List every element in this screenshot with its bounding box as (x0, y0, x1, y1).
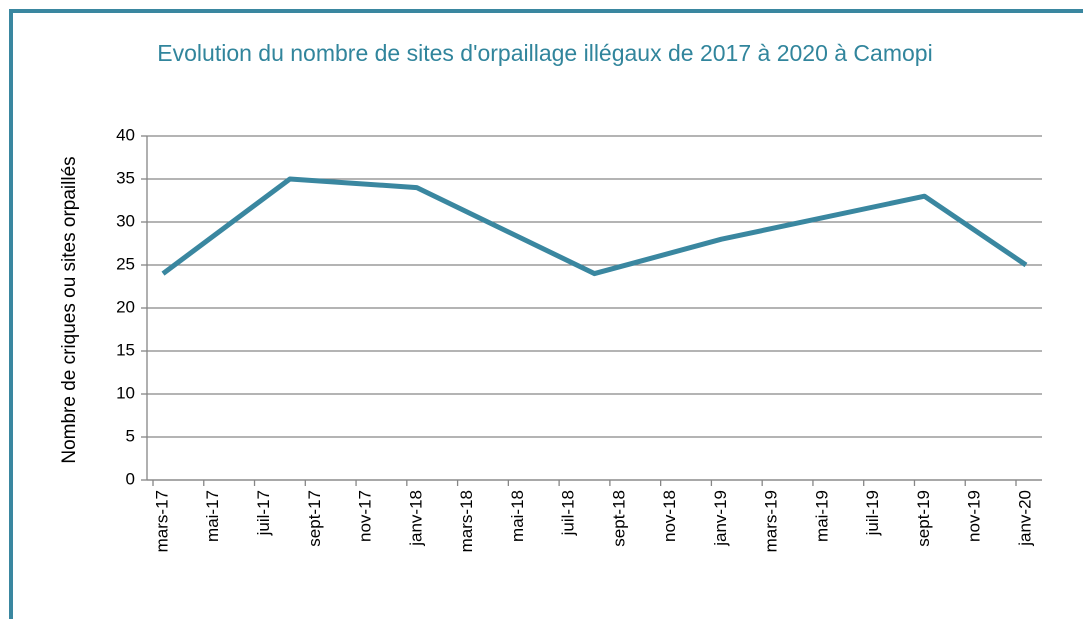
x-tick-label: janv-18 (406, 490, 425, 547)
frame (9, 9, 1083, 619)
x-tick-label: mars-19 (762, 490, 781, 552)
x-tick-label: sept-19 (914, 490, 933, 547)
x-tick-label: mai-17 (203, 490, 222, 542)
y-tick-label: 20 (116, 297, 135, 316)
x-tick-label: juil-19 (863, 490, 882, 536)
x-tick-label: mars-17 (152, 490, 171, 552)
x-tick-label: mai-19 (812, 490, 831, 542)
y-tick-label: 15 (116, 340, 135, 359)
x-tick-label: nov-17 (356, 490, 375, 542)
y-tick-label: 25 (116, 254, 135, 273)
x-tick-label: janv-20 (1015, 490, 1034, 547)
data-line (161, 176, 1028, 277)
y-tick-label: 35 (116, 168, 135, 187)
x-tick-label: juil-17 (254, 490, 273, 536)
y-tick-label: 30 (116, 211, 135, 230)
x-tick-label: mars-18 (457, 490, 476, 552)
y-tick-label: 10 (116, 383, 135, 402)
chart-title: Evolution du nombre de sites d'orpaillag… (157, 40, 932, 66)
x-tick-label: sept-18 (609, 490, 628, 547)
x-tick-label: nov-18 (660, 490, 679, 542)
y-tick-label: 5 (126, 426, 135, 445)
x-tick-label: mai-18 (508, 490, 527, 542)
x-tick-label: sept-17 (305, 490, 324, 547)
y-tick-label: 40 (116, 125, 135, 144)
x-tick-label: janv-19 (711, 490, 730, 547)
y-tick-label: 0 (126, 469, 135, 488)
x-tick-label: juil-18 (559, 490, 578, 536)
x-tick-label: nov-19 (965, 490, 984, 542)
y-axis-title: Nombre de criques ou sites orpaillés (59, 156, 80, 463)
